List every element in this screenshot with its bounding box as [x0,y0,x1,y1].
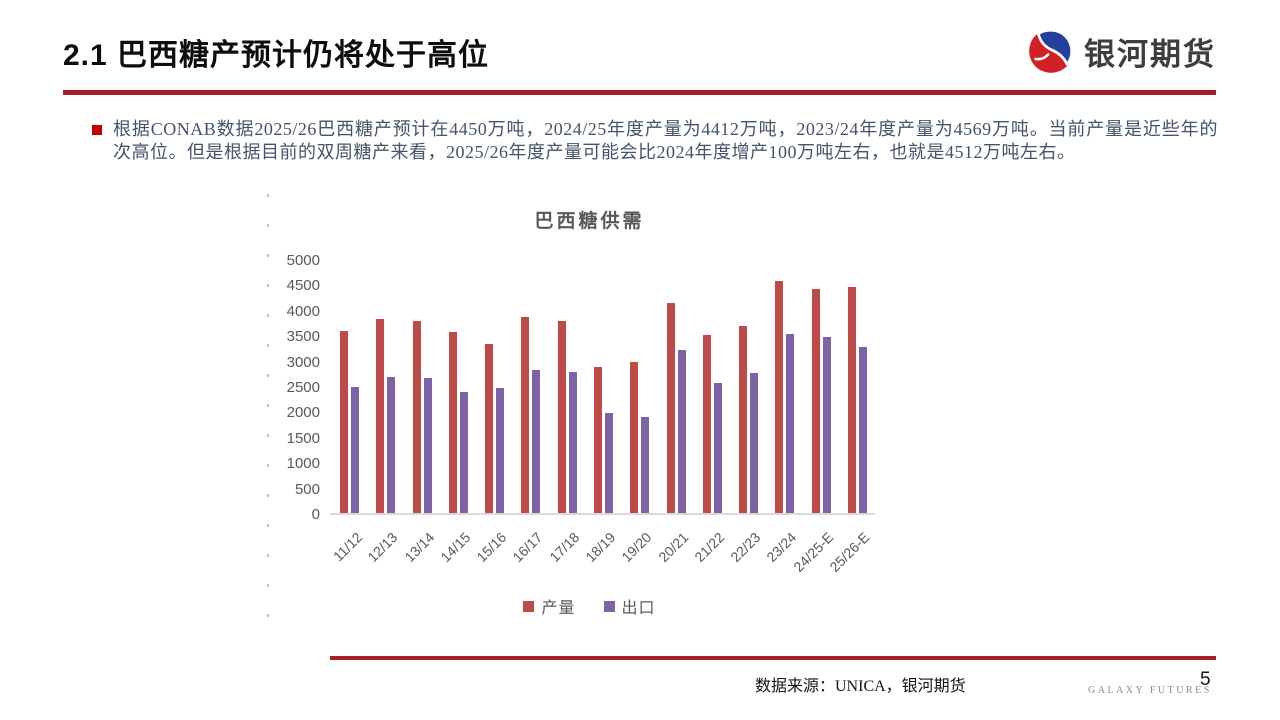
bar-group [811,288,831,513]
y-tick-label: 3000 [286,353,320,371]
bar-出口 [604,413,613,513]
bar-出口 [532,369,541,513]
bar-出口 [822,337,831,513]
bar-group [521,317,541,513]
bar-出口 [387,376,396,513]
logo-wordmark: 银河期货 [1084,36,1216,72]
bar-出口 [677,349,686,513]
bar-产量 [485,343,494,513]
bar-产量 [412,320,421,513]
bar-group [666,303,686,513]
footer-accent-rule [330,656,1216,660]
bar-group [412,320,432,513]
bar-出口 [351,387,359,513]
data-source-note: 数据来源：UNICA，银河期货 [755,678,966,695]
bar-产量 [557,320,566,513]
chart-legend: 产量 出口 [317,594,862,618]
y-tick-label: 1500 [286,429,320,447]
bar-group [702,335,722,513]
bar-chart: 巴西糖供需 0 500 1000 1500 2000 2500 3000 3500 4000 45… [267,192,887,634]
bar-出口 [713,383,722,513]
bar-产量 [630,362,639,513]
bar-出口 [750,373,759,513]
bar-出口 [423,378,432,513]
bar-产量 [340,331,348,513]
legend-item: 产量 [523,594,575,618]
bar-group [775,280,795,513]
y-tick-label: 2500 [286,379,320,396]
x-tick-label: 12/13 [364,529,401,566]
bar-出口 [568,372,577,513]
y-tick-label: 2000 [286,404,320,422]
bar-产量 [521,317,530,513]
chart-title: 巴西糖供需 [534,211,645,232]
y-tick-label: 3500 [286,328,320,346]
placeholder-dotted-border [267,194,269,628]
bar-产量 [739,325,748,513]
bar-产量 [811,288,820,513]
bar-group [485,343,505,513]
x-tick-label: 17/18 [546,529,583,566]
bar-出口 [858,346,867,513]
bar-产量 [666,303,675,513]
plot-area [330,261,875,515]
bar-出口 [786,333,795,513]
bullet-text: 根据CONAB数据2025/26巴西糖产预计在4450万吨，2024/25年度产… [113,119,1218,162]
bar-group [593,366,613,513]
page-title: 2.1 巴西糖产预计仍将处于高位 [63,39,490,72]
brand-watermark: GALAXY FUTURES [1088,685,1212,696]
bar-group [847,286,867,513]
bar-产量 [593,366,602,513]
bullet-item: 根据CONAB数据2025/26巴西糖产预计在4450万吨，2024/25年度产… [92,118,1218,164]
x-tick-label: 16/17 [509,529,546,566]
x-tick-label: 18/19 [582,529,619,566]
page-number: 5 [1200,669,1211,690]
bar-产量 [775,280,784,513]
y-tick-label: 1000 [286,455,320,473]
legend-label: 产量 [541,600,576,617]
bar-出口 [459,391,468,513]
x-tick-label: 25/26-E [826,529,873,575]
bar-group [448,332,468,513]
bullet-square-icon [92,125,102,135]
legend-label: 出口 [621,600,656,617]
x-tick-label: 13/14 [401,529,438,566]
legend-item: 出口 [603,594,656,618]
bar-出口 [496,388,505,513]
y-tick-label: 0 [311,506,320,523]
x-tick-label: 22/23 [727,529,764,566]
bar-group [630,362,650,513]
legend-swatch-icon [523,600,535,612]
bar-产量 [448,332,457,513]
y-tick-label: 4000 [286,302,320,320]
galaxy-swirl-icon [1029,28,1074,73]
bar-产量 [847,286,856,513]
legend-swatch-icon [603,600,615,612]
bar-产量 [702,335,711,513]
company-logo: 银河期货 [1028,28,1216,74]
bar-group [340,331,359,513]
y-tick-label: 5000 [286,252,320,269]
y-axis: 0 500 1000 1500 2000 2500 3000 3500 4000 4500 5000 [267,252,320,523]
x-tick-label: 14/15 [437,529,474,566]
y-tick-label: 4500 [286,277,320,295]
x-tick-label: 20/21 [655,529,692,566]
x-tick-label: 19/20 [618,529,655,566]
bar-出口 [641,417,650,513]
bar-group [739,325,759,513]
bar-产量 [376,318,385,513]
x-tick-label: 11/12 [329,529,365,565]
bar-group [557,320,577,513]
y-tick-label: 500 [294,480,320,498]
bar-group [376,318,396,513]
x-tick-label: 15/16 [473,529,510,566]
title-accent-rule [63,90,1216,95]
x-tick-label: 21/22 [691,529,728,566]
x-axis: 11/12 12/13 13/14 14/15 15/16 16/17 17/18 18/19… [329,525,875,587]
